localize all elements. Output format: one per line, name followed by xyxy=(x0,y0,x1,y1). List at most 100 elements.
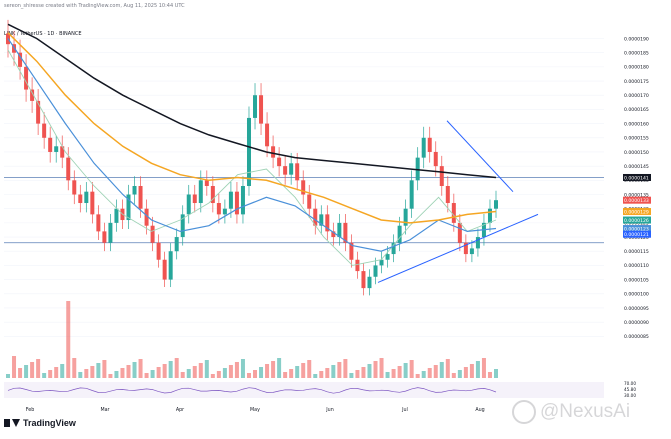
candle-body xyxy=(72,180,77,195)
tradingview-logo[interactable]: TradingView xyxy=(4,418,76,428)
candle-body xyxy=(451,203,456,223)
candle-body xyxy=(457,222,462,243)
candle-body xyxy=(132,186,137,195)
rsi-tick-label: 70.00 xyxy=(624,381,636,386)
volume-bar xyxy=(84,369,89,378)
price-label: 0.0000141 xyxy=(624,175,649,181)
rsi-tick-label: 30.00 xyxy=(624,393,636,398)
price-label-bg xyxy=(623,230,651,238)
volume-bar xyxy=(204,360,209,378)
price-label-bg xyxy=(623,225,651,233)
tradingview-logo-icon xyxy=(4,418,20,428)
volume-bar xyxy=(265,364,270,378)
candle-body xyxy=(487,208,492,223)
volume-bar xyxy=(120,368,125,378)
rsi-line xyxy=(7,387,497,394)
watermark-text: @NexusAi xyxy=(540,401,631,422)
candle-body xyxy=(54,146,59,152)
candle-body xyxy=(78,194,83,204)
volume-bar xyxy=(271,361,276,378)
candle-body xyxy=(313,208,318,226)
volume-bar xyxy=(343,359,348,378)
volume-bar xyxy=(259,367,264,378)
y-tick-label: 0.0000090 xyxy=(624,320,649,326)
volume-bar xyxy=(234,362,239,378)
ema20-line xyxy=(7,49,497,266)
y-tick-label: 0.0000175 xyxy=(624,79,649,85)
volume-bar xyxy=(90,366,95,378)
candle-body xyxy=(228,191,233,209)
candle-body xyxy=(42,123,47,138)
volume-bar xyxy=(277,358,282,378)
candle-body xyxy=(439,166,444,186)
candle-body xyxy=(168,251,173,280)
price-label-bg xyxy=(623,173,651,181)
rsi-tick-label: 45.80 xyxy=(624,387,636,392)
candle-body xyxy=(295,163,300,181)
candle-body xyxy=(48,137,53,152)
candle-body xyxy=(102,231,107,243)
candle-body xyxy=(96,214,101,232)
volume-bar xyxy=(156,367,161,378)
y-tick-label: 0.0000150 xyxy=(624,150,649,156)
x-tick-label: Feb xyxy=(26,407,35,413)
volume-bar xyxy=(228,365,233,378)
volume-bar xyxy=(126,365,131,378)
volume-bar xyxy=(174,358,179,378)
price-label: 0.0000123 xyxy=(624,226,649,232)
volume-bar xyxy=(349,373,354,378)
volume-bar xyxy=(132,362,137,378)
chat-bubble-icon xyxy=(512,400,536,424)
x-tick-label: Mar xyxy=(100,407,109,413)
candle-body xyxy=(24,66,29,90)
chart-caption: sereon_shiresse created with TradingView… xyxy=(4,3,185,9)
x-tick-label: Jun xyxy=(325,407,334,413)
x-tick-label: May xyxy=(250,407,260,413)
volume-bar xyxy=(445,359,450,378)
volume-bar xyxy=(24,365,29,378)
volume-bar xyxy=(385,372,390,378)
volume-bar xyxy=(150,370,155,378)
candle-body xyxy=(271,146,276,158)
volume-bar xyxy=(494,369,498,378)
volume-bar xyxy=(72,358,77,378)
volume-bar xyxy=(433,365,438,378)
ema200-line xyxy=(7,23,497,179)
volume-bar xyxy=(246,373,251,378)
volume-bar xyxy=(138,359,143,378)
candle-body xyxy=(355,259,360,272)
volume-bar xyxy=(295,366,300,378)
y-tick-label: 0.0000125 xyxy=(624,221,649,227)
candle-body xyxy=(337,222,342,238)
volume-bar xyxy=(451,373,456,378)
volume-bar xyxy=(331,365,336,378)
y-tick-label: 0.0000185 xyxy=(624,50,649,56)
volume-bar xyxy=(216,371,221,378)
candle-body xyxy=(144,208,149,226)
candle-body xyxy=(84,191,89,204)
price-label: 0.0000133 xyxy=(624,198,649,204)
tradingview-logo-text: TradingView xyxy=(23,418,76,428)
volume-bar xyxy=(319,371,324,378)
candle-body xyxy=(265,123,270,147)
price-label: 0.0000126 xyxy=(624,218,649,224)
volume-bar xyxy=(162,364,167,378)
volume-bar xyxy=(367,364,372,378)
candle-body xyxy=(373,265,378,277)
volume-bar xyxy=(6,374,10,378)
volume-bar xyxy=(66,301,71,378)
volume-bar xyxy=(469,364,474,378)
y-tick-label: 0.0000145 xyxy=(624,164,649,170)
candle-body xyxy=(325,214,330,232)
candle-body xyxy=(421,137,426,158)
volume-bar xyxy=(253,370,258,378)
volume-bar xyxy=(240,359,245,378)
candle-body xyxy=(289,163,294,175)
candle-body xyxy=(379,259,384,266)
candle-body xyxy=(156,242,161,260)
volume-bar xyxy=(307,360,312,378)
y-tick-label: 0.0000140 xyxy=(624,178,649,184)
candle-body xyxy=(469,248,474,255)
candle-body xyxy=(240,186,245,215)
